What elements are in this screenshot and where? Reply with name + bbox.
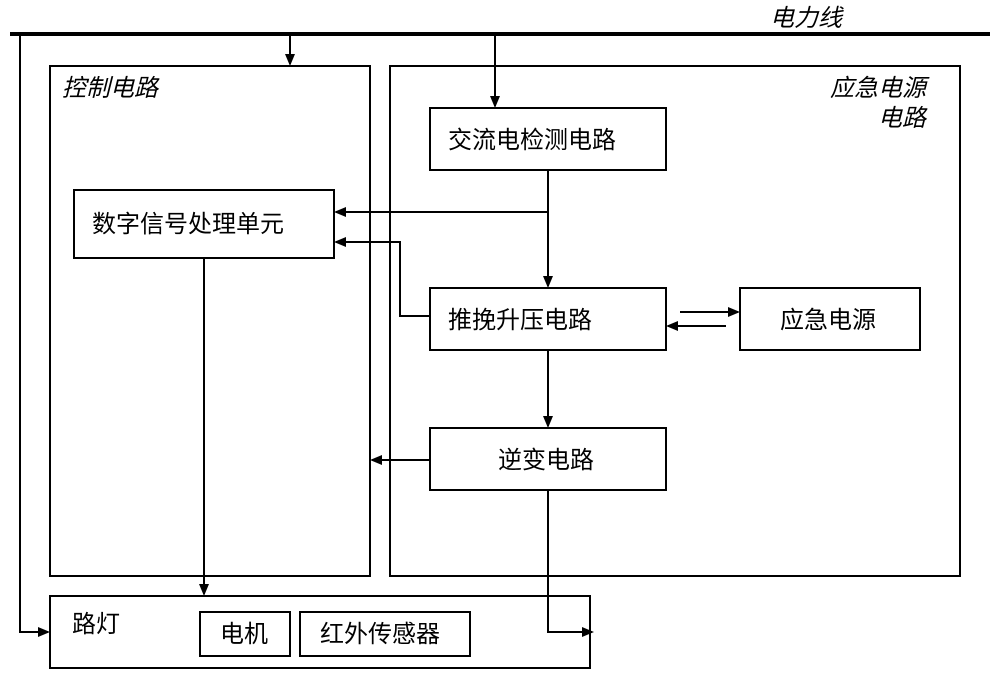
control-circuit-label: 控制电路	[62, 75, 160, 102]
streetlight-text: 路灯	[72, 611, 120, 638]
powerline-label: 电力线	[770, 5, 844, 32]
inverter-text: 逆变电路	[498, 447, 594, 474]
motor-text: 电机	[220, 621, 268, 648]
eps-circuit-label-2: 电路	[878, 105, 928, 132]
ir-sensor-text: 红外传感器	[320, 621, 440, 648]
pushpull-text: 推挽升压电路	[448, 307, 592, 334]
edge-pushpull-to-dsp	[336, 242, 430, 316]
ac-detect-text: 交流电检测电路	[448, 127, 616, 154]
block-diagram: 电力线 控制电路 应急电源 电路 交流电检测电路 数字信号处理单元 推挽升压电路…	[0, 0, 1000, 688]
eps-text: 应急电源	[780, 307, 876, 334]
control-circuit-frame	[50, 66, 370, 576]
edge-power-to-streetlight	[20, 34, 48, 632]
dsp-text: 数字信号处理单元	[92, 211, 284, 238]
eps-circuit-label-1: 应急电源	[830, 75, 930, 102]
